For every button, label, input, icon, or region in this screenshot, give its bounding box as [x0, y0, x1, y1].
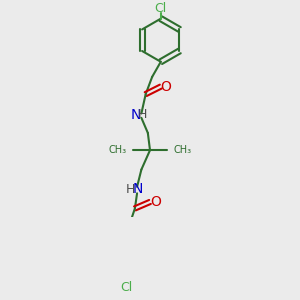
Text: CH₃: CH₃: [174, 145, 192, 155]
Text: O: O: [161, 80, 172, 94]
Text: Cl: Cl: [155, 2, 167, 15]
Text: N: N: [131, 108, 141, 122]
Text: CH₃: CH₃: [108, 145, 126, 155]
Text: Cl: Cl: [120, 280, 132, 294]
Text: H: H: [138, 108, 147, 121]
Text: H: H: [126, 182, 135, 196]
Text: O: O: [150, 195, 161, 209]
Text: N: N: [132, 182, 143, 196]
